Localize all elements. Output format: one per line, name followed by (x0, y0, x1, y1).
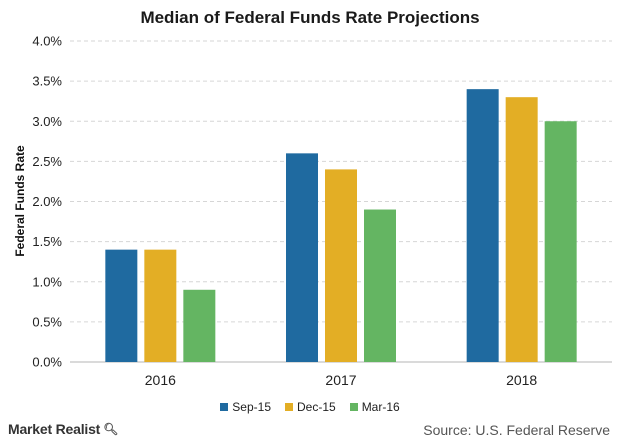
y-tick-label: 0.5% (32, 314, 62, 329)
legend-swatch (349, 403, 358, 411)
legend-item: Sep-15 (220, 400, 271, 414)
magnifier-icon: 🔍︎ (103, 422, 119, 436)
y-tick-label: 0.0% (32, 355, 62, 370)
y-tick-label: 3.5% (32, 74, 62, 89)
y-tick-label: 2.0% (32, 194, 62, 209)
legend-item: Mar-16 (349, 400, 400, 414)
bar-2018-sep-15 (466, 89, 499, 363)
y-tick-label: 4.0% (32, 34, 62, 49)
y-axis-label: Federal Funds Rate (13, 145, 27, 257)
x-tick-label: 2017 (325, 372, 356, 388)
legend-item: Dec-15 (285, 400, 336, 414)
legend-label: Mar-16 (361, 400, 400, 414)
legend-label: Dec-15 (297, 400, 336, 414)
bar-2017-mar-16 (364, 209, 396, 362)
source-note: Source: U.S. Federal Reserve (423, 422, 610, 438)
bar-2017-sep-15 (286, 153, 318, 362)
chart-title: Median of Federal Funds Rate Projections (140, 8, 480, 27)
brand-logo: Market Realist 🔍︎ (8, 421, 118, 437)
legend-swatch (220, 403, 229, 411)
y-tick-label: 3.0% (32, 114, 62, 129)
y-tick-label: 1.5% (32, 234, 62, 249)
brand-name: Market Realist (8, 421, 101, 437)
bar-2016-mar-16 (183, 289, 216, 362)
bar-2018-mar-16 (544, 121, 577, 362)
y-tick-label: 1.0% (32, 274, 62, 289)
x-tick-label: 2016 (145, 372, 176, 388)
bar-2016-dec-15 (144, 249, 177, 362)
legend-label: Sep-15 (232, 400, 271, 414)
bar-2016-sep-15 (105, 249, 138, 362)
x-tick-label: 2018 (506, 372, 537, 388)
legend: Sep-15 Dec-15 Mar-16 (0, 400, 620, 414)
bar-2017-dec-15 (325, 169, 357, 362)
bar-2018-dec-15 (505, 97, 538, 363)
y-tick-label: 2.5% (32, 154, 62, 169)
legend-swatch (285, 403, 293, 411)
